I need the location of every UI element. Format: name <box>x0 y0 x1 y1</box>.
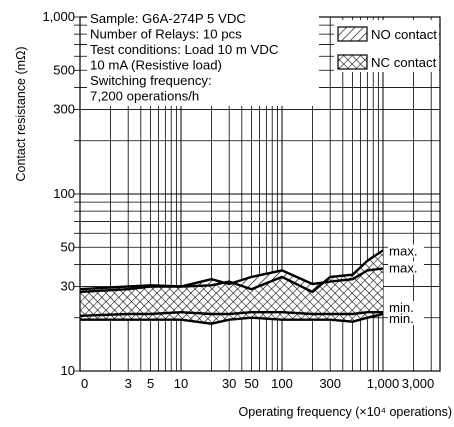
end-label-background <box>388 244 424 258</box>
x-tick-label: 300 <box>319 376 341 391</box>
annotation-line: Sample: G6A-274P 5 VDC <box>90 11 246 26</box>
end-label-min: min. <box>389 300 414 315</box>
x-tick-label: 0 <box>81 376 88 391</box>
x-tick-label: 5 <box>147 376 154 391</box>
x-tick-label: 100 <box>271 376 293 391</box>
y-tick-label: 30 <box>61 279 75 294</box>
legend-swatch-nc-contact <box>337 54 368 70</box>
end-label-background <box>388 301 424 315</box>
x-tick-label: 3 <box>125 376 132 391</box>
annotation-text: Sample: G6A-274P 5 VDC Number of Relays: … <box>90 11 279 104</box>
data-bands <box>79 249 384 325</box>
y-tick-label: 50 <box>61 239 75 254</box>
y-tick-label: 10 <box>61 363 75 378</box>
annotation-box: Sample: G6A-274P 5 VDC Number of Relays: … <box>87 11 319 106</box>
legend-swatch-no-contact <box>337 26 368 42</box>
legend: NO contact NC contact <box>334 20 439 72</box>
end-label-max: max. <box>389 260 418 275</box>
band-nc-contact <box>80 250 383 324</box>
x-axis-title: Operating frequency (×10⁴ operations) <box>239 405 452 419</box>
end-label-background <box>388 311 424 325</box>
min-line-nc-contact <box>80 312 384 325</box>
annotation-line: Test conditions: Load 10 m VDC <box>90 42 279 57</box>
annotation-background <box>87 11 319 106</box>
y-tick-label: 100 <box>53 186 75 201</box>
x-tick-label: 3,000 <box>402 376 435 391</box>
annotation-line: Switching frequency: <box>90 73 212 88</box>
end-labels: max. max. min.min. <box>388 243 424 326</box>
annotation-line: 7,200 operations/h <box>90 89 199 104</box>
min-line-no-contact <box>79 311 383 317</box>
x-tick-label: 50 <box>244 376 258 391</box>
x-tick-label: 10 <box>174 376 188 391</box>
end-label-min: min. <box>389 311 414 326</box>
y-tick-label: 1,000 <box>42 9 75 24</box>
y-tick-labels: 10 30 50 100 300 500 1,000 <box>42 9 75 378</box>
x-tick-label: 30 <box>222 376 236 391</box>
y-axis-title: Contact resistance (mΩ) <box>14 46 28 181</box>
y-tick-label: 500 <box>53 62 75 77</box>
annotation-line: Number of Relays: 10 pcs <box>90 27 242 42</box>
x-tick-label: 1,000 <box>367 376 400 391</box>
annotation-line: 10 mA (Resistive load) <box>90 58 222 73</box>
x-tick-labels: 0 3 5 10 30 50 100 300 1,000 3,000 <box>81 376 434 391</box>
y-tick-label: 300 <box>53 102 75 117</box>
end-label-background <box>388 261 424 275</box>
legend-label-no-contact: NO contact <box>371 27 437 42</box>
legend-label-nc-contact: NC contact <box>371 55 437 70</box>
end-label-max: max. <box>389 243 418 258</box>
max-line-nc-contact <box>79 249 384 294</box>
